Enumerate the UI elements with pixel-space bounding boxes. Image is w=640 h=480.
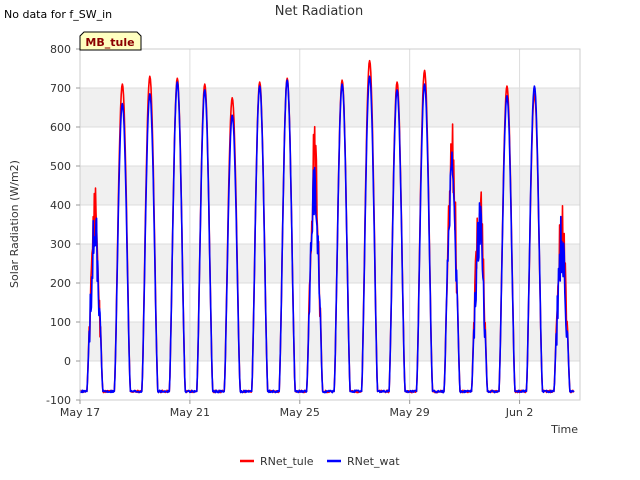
series-layer [79,59,575,394]
plot-frame [79,48,581,401]
y-tick-label: 0 [64,355,71,368]
site-label-box: MB_tule [79,31,142,51]
x-tick-label: May 25 [280,406,320,419]
y-tick-label: 200 [50,277,71,290]
grid-band [80,49,580,88]
y-axis-ticks: -100 0 100 200 300 400 500 600 700 800 [46,43,80,407]
grid-band [80,322,580,361]
x-tick-label: May 17 [60,406,100,419]
grid-band [80,283,580,322]
y-tick-label: 300 [50,238,71,251]
x-axis-ticks: May 17 May 21 May 25 May 29 Jun 2 [60,400,534,419]
series-line-rnet-wat [79,75,575,394]
x-tick-label: May 29 [390,406,430,419]
plot-background [80,49,580,400]
chart-title: Net Radiation [275,4,363,19]
grid-band [80,361,580,400]
y-tick-label: -100 [46,394,71,407]
y-tick-label: 400 [50,199,71,212]
x-axis-label: Time [550,423,578,436]
y-axis-label: Solar Radiation (W/m2) [8,160,21,288]
x-tick-label: Jun 2 [505,406,534,419]
legend-entry: RNet_wat [347,455,400,468]
grid-band [80,88,580,127]
legend-entry: RNet_tule [260,455,314,468]
legend: RNet_tule RNet_wat [240,455,400,468]
grid-band [80,166,580,205]
site-label: MB_tule [85,36,134,49]
grid-band [80,205,580,244]
y-tick-label: 100 [50,316,71,329]
grid-band [80,244,580,283]
y-tick-label: 600 [50,121,71,134]
y-tick-label: 500 [50,160,71,173]
y-tick-label: 700 [50,82,71,95]
x-tick-label: May 21 [170,406,210,419]
y-tick-label: 800 [50,43,71,56]
no-data-note: No data for f_SW_in [4,8,112,21]
grid-band [80,127,580,166]
